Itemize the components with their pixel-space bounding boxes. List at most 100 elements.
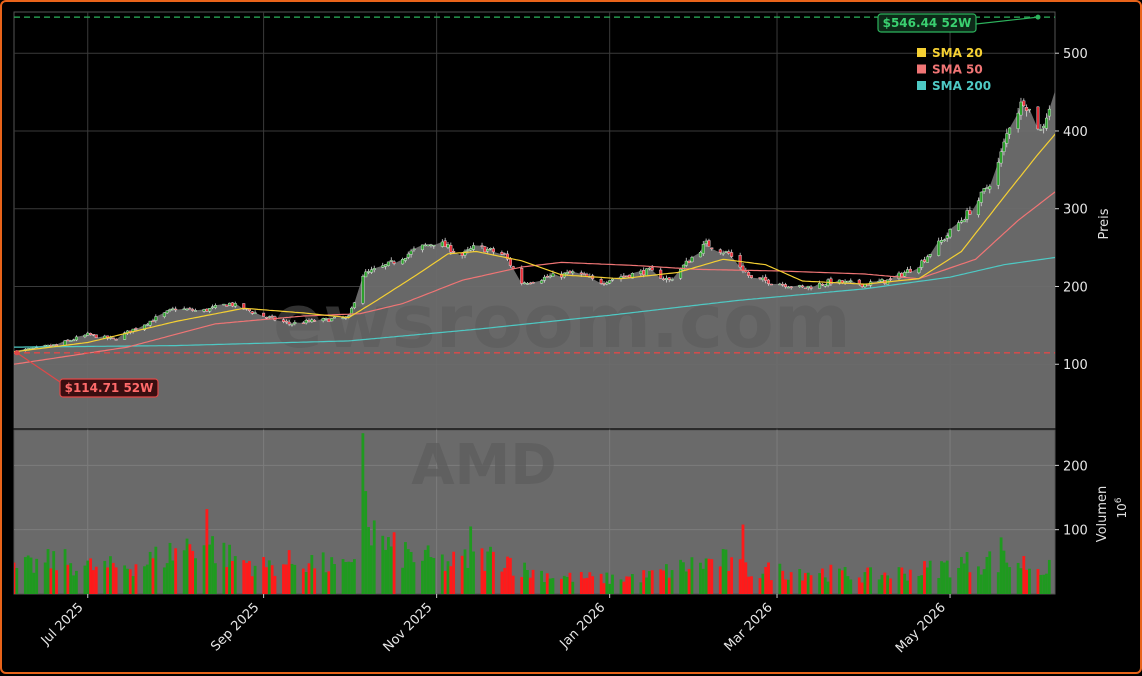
sma200-line	[14, 256, 1055, 348]
volume-bar	[1068, 569, 1071, 594]
candle-body	[352, 302, 356, 309]
candle-body	[74, 336, 78, 341]
candle	[650, 265, 654, 271]
candles	[14, 97, 1051, 355]
candle-body	[761, 277, 765, 280]
volume-bar	[55, 570, 58, 594]
volume-bar	[185, 538, 189, 594]
candle-body	[301, 322, 305, 324]
candle-body	[508, 258, 512, 266]
volume-bar	[928, 560, 932, 594]
candle	[690, 255, 694, 263]
candle-body	[829, 278, 833, 285]
candle-body	[384, 264, 388, 267]
volume-bar	[786, 579, 790, 594]
volume-bar	[1036, 569, 1040, 594]
volume-bar	[35, 558, 39, 594]
legend-label: SMA 20	[932, 46, 983, 60]
price-tick-label: 200	[1063, 280, 1088, 295]
candle-body	[602, 283, 606, 285]
candle-body	[242, 303, 246, 310]
candle-body	[46, 344, 50, 347]
volume-bar	[945, 560, 949, 594]
volume-bar	[205, 509, 209, 594]
candle-body	[679, 268, 683, 279]
candle-body	[148, 320, 152, 326]
candle	[250, 310, 254, 315]
candle	[52, 344, 56, 346]
candle	[145, 322, 149, 326]
volume-bar	[233, 556, 237, 594]
candle	[542, 274, 546, 283]
candle-body	[91, 334, 95, 336]
candle	[710, 247, 714, 251]
candle-body	[917, 267, 921, 274]
candle	[364, 269, 368, 278]
volume-bar	[625, 576, 629, 594]
candle	[608, 280, 612, 285]
candle-body	[645, 268, 649, 277]
candle-body	[165, 310, 169, 314]
x-tick-label: Nov 2025	[381, 600, 436, 655]
candle-body	[985, 187, 989, 189]
volume-bar	[889, 578, 892, 594]
candle-body	[962, 219, 966, 223]
volume-bar	[585, 577, 589, 594]
volume-bar	[821, 568, 824, 594]
volume-bar	[429, 557, 433, 594]
candle	[520, 265, 524, 286]
candle-body	[480, 245, 484, 247]
volume-bar	[443, 570, 447, 594]
candle	[281, 318, 285, 324]
candle-body	[185, 308, 189, 311]
candle-body	[818, 283, 822, 289]
volume-bar	[642, 570, 646, 594]
volume-bar	[664, 564, 668, 594]
candle	[571, 269, 575, 276]
volume-bar	[741, 524, 745, 594]
price-axis-label: Preis	[1097, 208, 1112, 239]
candle	[605, 280, 609, 286]
candle-body	[730, 252, 734, 257]
candle	[920, 259, 924, 271]
candle	[749, 275, 753, 279]
candle-body	[846, 280, 850, 283]
volume-bar	[959, 556, 963, 594]
candle	[134, 327, 138, 331]
volume-bar	[421, 560, 424, 594]
sma20-line	[14, 133, 1055, 353]
volume-bar	[687, 569, 691, 594]
candle-body	[43, 345, 47, 347]
volume-bar	[1102, 581, 1105, 594]
volume-bar	[591, 576, 595, 594]
x-tick-label: Mar 2026	[722, 600, 776, 654]
volume-bar	[579, 572, 583, 594]
volume-bar	[886, 575, 890, 594]
candle	[213, 303, 217, 310]
volume-bar	[965, 552, 969, 594]
candle	[327, 318, 331, 322]
volume-bar	[333, 564, 336, 594]
candle-body	[551, 273, 555, 277]
candle	[367, 269, 371, 275]
volume-bar	[1022, 556, 1026, 594]
volume-bar	[248, 560, 251, 594]
candle-body	[460, 252, 464, 256]
candle	[559, 271, 563, 280]
candle-body	[1039, 129, 1043, 131]
candle-body	[253, 312, 257, 314]
volume-bar	[162, 567, 166, 594]
volume-bar	[1099, 567, 1102, 594]
volume-bar	[14, 562, 16, 594]
volume-bar	[404, 542, 407, 594]
volume-watermark: AMD	[411, 433, 557, 498]
volume-bar	[231, 561, 234, 594]
volume-bar	[361, 433, 365, 594]
volume-bar	[364, 491, 368, 594]
candle-body	[63, 340, 67, 346]
candle	[403, 257, 407, 263]
volume-bar	[106, 567, 110, 594]
volume-bar	[262, 557, 266, 594]
candle	[923, 256, 927, 264]
volume-bar	[699, 562, 702, 594]
